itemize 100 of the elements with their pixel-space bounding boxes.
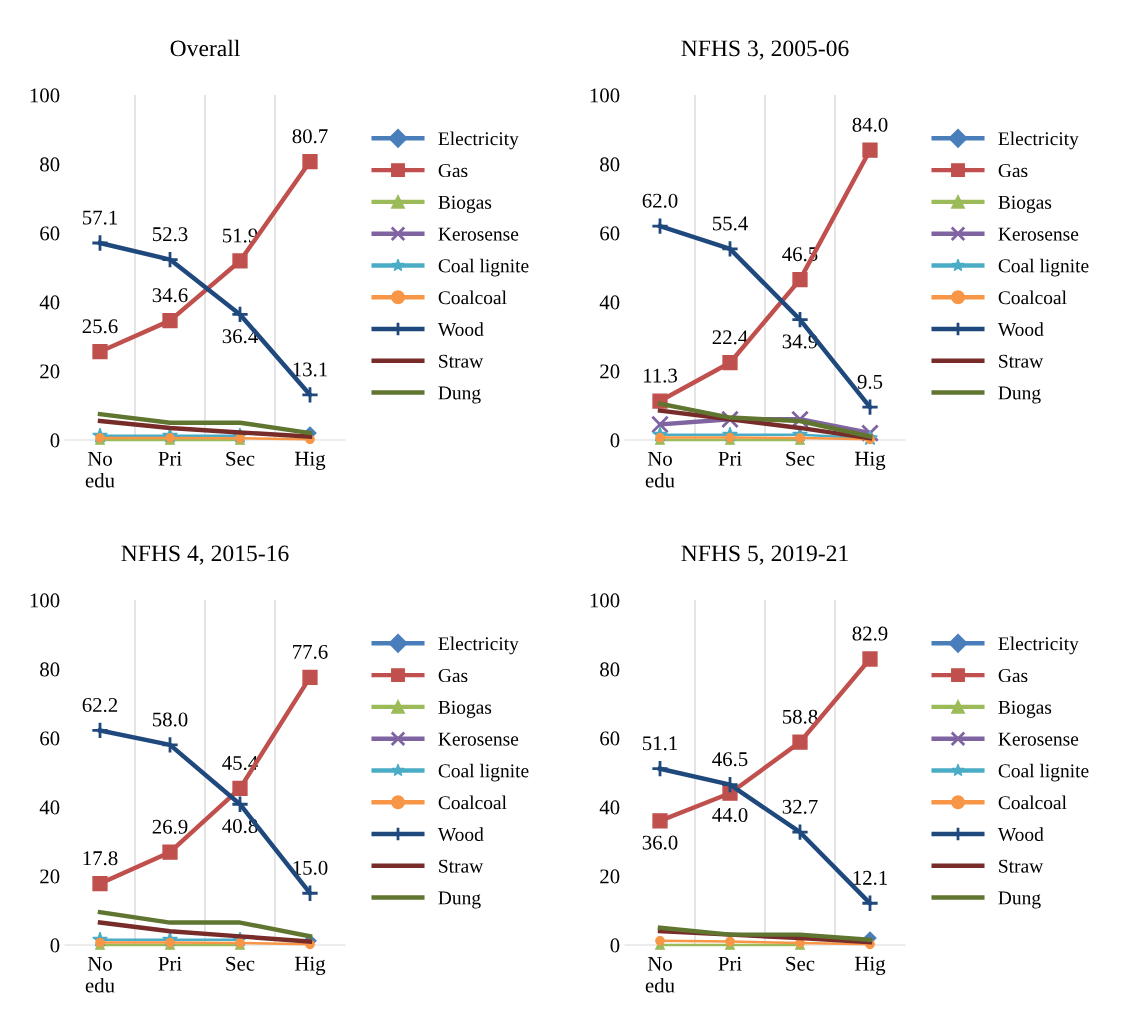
y-tick-label: 0 [50,433,60,448]
legend-label: Kerosense [998,227,1079,241]
legend-label: Electricity [438,131,519,150]
chart-title: NFHS 3, 2005-06 [681,40,849,60]
data-label: 62.0 [642,193,678,208]
legend-label: Gas [438,164,468,178]
y-tick-label: 60 [40,731,60,746]
y-tick-label: 20 [600,869,620,884]
y-tick-label: 0 [610,433,620,448]
x-tick-label: Pri [158,956,182,971]
data-label: 32.7 [782,799,818,814]
legend-label: Wood [997,322,1044,337]
x-tick-label: Sec [226,451,255,466]
chart-title: Overall [170,39,240,57]
legend-label: Electricity [998,131,1079,150]
x-tick-label: Hig [294,451,326,470]
data-label: 52.3 [152,227,188,242]
legend-label: Biogas [438,195,492,213]
data-label: 46.5 [712,752,748,767]
y-tick-label: 0 [50,938,60,953]
legend-label: Dung [438,386,481,404]
legend-label: Kerosense [998,732,1079,746]
legend-label: Coal lignite [998,258,1089,277]
legend-label: Dung [998,891,1041,909]
y-tick-label: 60 [600,731,620,746]
legend-label: Wood [437,322,484,337]
data-label: 57.1 [82,210,117,225]
y-tick-label: 80 [40,157,60,172]
data-label: 26.9 [152,819,188,834]
data-label: 44.0 [712,807,748,823]
y-tick-label: 100 [590,88,620,103]
y-tick-label: 60 [600,226,620,241]
legend-label: Gas [998,669,1028,683]
legend-label: Gas [438,669,468,683]
y-tick-label: 80 [40,662,60,677]
x-tick-label: No edu [645,956,675,993]
data-label: 12.1 [853,870,887,885]
y-tick-label: 40 [39,295,60,310]
data-label: 36.0 [642,835,678,850]
data-label: 58.8 [782,709,818,724]
x-tick-label: No edu [85,451,115,488]
chart-title: NFHS 5, 2019-21 [681,545,848,565]
data-label: 25.6 [82,319,118,334]
x-tick-label: Pri [158,451,182,466]
x-tick-label: Hig [294,956,326,975]
y-tick-label: 40 [599,800,620,815]
legend-label: Dung [438,891,481,909]
data-label: 77.6 [293,644,328,659]
legend-label: Coal lignite [998,763,1089,782]
data-label: 84.0 [852,117,888,132]
y-tick-label: 40 [39,800,60,815]
y-tick-label: 60 [40,226,60,241]
y-tick-label: 100 [30,593,60,608]
x-tick-label: Hig [854,451,886,470]
y-tick-label: 80 [600,157,620,172]
y-tick-label: 40 [599,295,620,310]
legend-label: Biogas [998,700,1052,718]
data-label: 15.0 [293,860,328,875]
data-label: 11.3 [643,368,678,383]
y-tick-label: 100 [590,593,620,608]
legend-label: Coalcoal [438,795,507,810]
legend-label: Dung [998,386,1041,404]
legend-label: Wood [437,827,484,842]
legend-label: Electricity [438,636,519,655]
legend-label: Electricity [998,636,1079,655]
legend-label: Kerosense [438,732,519,746]
x-tick-label: No edu [645,451,675,488]
data-label: 9.5 [857,374,883,389]
data-label: 62.2 [82,698,118,713]
legend-label: Coal lignite [438,763,529,782]
data-label: 22.4 [712,330,748,345]
data-label: 13.1 [293,362,327,377]
x-tick-label: Pri [718,451,742,466]
legend-label: Biogas [998,195,1052,213]
legend-label: Wood [997,827,1044,842]
data-label: 80.7 [292,129,328,144]
legend-label: Gas [998,164,1028,178]
y-tick-label: 80 [600,662,620,677]
data-label: 82.9 [852,626,888,641]
data-label: 55.4 [712,216,748,231]
y-tick-label: 20 [600,364,620,379]
y-tick-label: 20 [40,364,60,379]
legend-label: Biogas [438,700,492,718]
legend-label: Straw [439,354,484,368]
legend-label: Straw [999,859,1044,873]
x-tick-label: No edu [85,956,115,993]
legend-label: Coalcoal [438,290,507,305]
legend-label: Coal lignite [438,258,529,277]
data-label: 34.6 [152,288,188,303]
chart-title: NFHS 4, 2015-16 [121,545,289,565]
legend-label: Coalcoal [998,795,1067,810]
y-tick-label: 100 [30,88,60,103]
x-tick-label: Sec [786,956,815,971]
legend-label: Straw [439,859,484,873]
x-tick-label: Hig [854,956,886,975]
data-label: 51.1 [642,736,677,751]
y-tick-label: 0 [610,938,620,953]
legend-label: Kerosense [438,227,519,241]
x-tick-label: Pri [718,956,742,971]
x-tick-label: Sec [786,451,815,466]
